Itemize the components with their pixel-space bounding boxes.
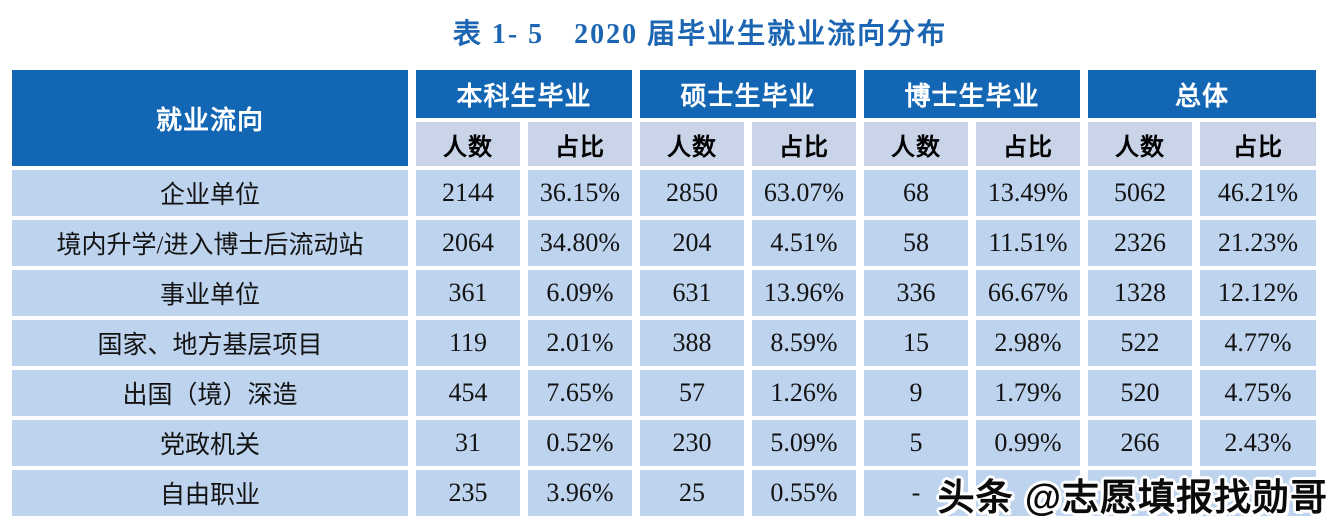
sub-header-3-1: 占比 <box>1200 122 1316 166</box>
employment-flow-table: 就业流向 本科生毕业 人数 占比 硕士生毕业 人数 占比 博士生毕业 人数 占比 总体 人数 占比 企业单… <box>12 70 1316 516</box>
data-cell: 522 <box>1088 320 1192 366</box>
data-cell: 4.75% <box>1200 370 1316 416</box>
row-label: 事业单位 <box>12 270 408 316</box>
data-cell <box>1200 470 1316 516</box>
sub-header-0-0: 人数 <box>416 122 520 166</box>
data-cell: 266 <box>1088 420 1192 466</box>
row-label: 党政机关 <box>12 420 408 466</box>
data-cell: 58 <box>864 220 968 266</box>
data-cell: 631 <box>640 270 744 316</box>
sub-header-3-0: 人数 <box>1088 122 1192 166</box>
data-cell: 2144 <box>416 170 520 216</box>
data-cell: 235 <box>416 470 520 516</box>
data-cell: 4.51% <box>752 220 856 266</box>
data-cell: 34.80% <box>528 220 632 266</box>
data-cell: 1.79% <box>976 370 1080 416</box>
data-cell: 6.09% <box>528 270 632 316</box>
data-cell: 7.65% <box>528 370 632 416</box>
data-cell: 520 <box>1088 370 1192 416</box>
data-cell: 66.67% <box>976 270 1080 316</box>
data-cell: 9 <box>864 370 968 416</box>
row-label: 境内升学/进入博士后流动站 <box>12 220 408 266</box>
data-cell <box>976 470 1080 516</box>
data-cell: 1.26% <box>752 370 856 416</box>
data-cell: 2326 <box>1088 220 1192 266</box>
data-cell: 31 <box>416 420 520 466</box>
row-label: 国家、地方基层项目 <box>12 320 408 366</box>
data-cell: - <box>864 470 968 516</box>
data-cell: 388 <box>640 320 744 366</box>
data-cell: 21.23% <box>1200 220 1316 266</box>
data-cell: 13.49% <box>976 170 1080 216</box>
data-cell: 2850 <box>640 170 744 216</box>
data-cell: 5 <box>864 420 968 466</box>
data-cell: 25 <box>640 470 744 516</box>
data-cell: 5062 <box>1088 170 1192 216</box>
row-label: 企业单位 <box>12 170 408 216</box>
data-cell: 454 <box>416 370 520 416</box>
data-cell: 63.07% <box>752 170 856 216</box>
sub-header-2-0: 人数 <box>864 122 968 166</box>
data-cell: 204 <box>640 220 744 266</box>
sub-header-1-0: 人数 <box>640 122 744 166</box>
data-cell: 36.15% <box>528 170 632 216</box>
data-cell: 68 <box>864 170 968 216</box>
data-cell: 119 <box>416 320 520 366</box>
data-cell: 13.96% <box>752 270 856 316</box>
data-cell: 0.52% <box>528 420 632 466</box>
sub-header-1-1: 占比 <box>752 122 856 166</box>
group-header-2: 博士生毕业 <box>864 70 1080 118</box>
row-label: 自由职业 <box>12 470 408 516</box>
column-header-employment-flow: 就业流向 <box>12 70 408 166</box>
data-cell: 15 <box>864 320 968 366</box>
group-header-1: 硕士生毕业 <box>640 70 856 118</box>
sub-header-2-1: 占比 <box>976 122 1080 166</box>
group-header-3: 总体 <box>1088 70 1316 118</box>
data-cell: 12.12% <box>1200 270 1316 316</box>
data-cell: 4.77% <box>1200 320 1316 366</box>
data-cell: 2.43% <box>1200 420 1316 466</box>
data-cell: 5.09% <box>752 420 856 466</box>
data-cell: 3.96% <box>528 470 632 516</box>
sub-header-0-1: 占比 <box>528 122 632 166</box>
data-cell: 57 <box>640 370 744 416</box>
data-cell: 230 <box>640 420 744 466</box>
data-cell <box>1088 470 1192 516</box>
data-cell: 2.98% <box>976 320 1080 366</box>
data-cell: 1328 <box>1088 270 1192 316</box>
data-cell: 11.51% <box>976 220 1080 266</box>
table-title: 表 1- 5 2020 届毕业生就业流向分布 <box>452 19 948 50</box>
data-cell: 0.55% <box>752 470 856 516</box>
data-cell: 2.01% <box>528 320 632 366</box>
row-label: 出国（境）深造 <box>12 370 408 416</box>
data-cell: 336 <box>864 270 968 316</box>
data-cell: 0.99% <box>976 420 1080 466</box>
data-cell: 46.21% <box>1200 170 1316 216</box>
data-cell: 8.59% <box>752 320 856 366</box>
data-cell: 361 <box>416 270 520 316</box>
group-header-0: 本科生毕业 <box>416 70 632 118</box>
data-cell: 2064 <box>416 220 520 266</box>
watermark: 头条 @志愿填报找勋哥 <box>937 477 1328 518</box>
